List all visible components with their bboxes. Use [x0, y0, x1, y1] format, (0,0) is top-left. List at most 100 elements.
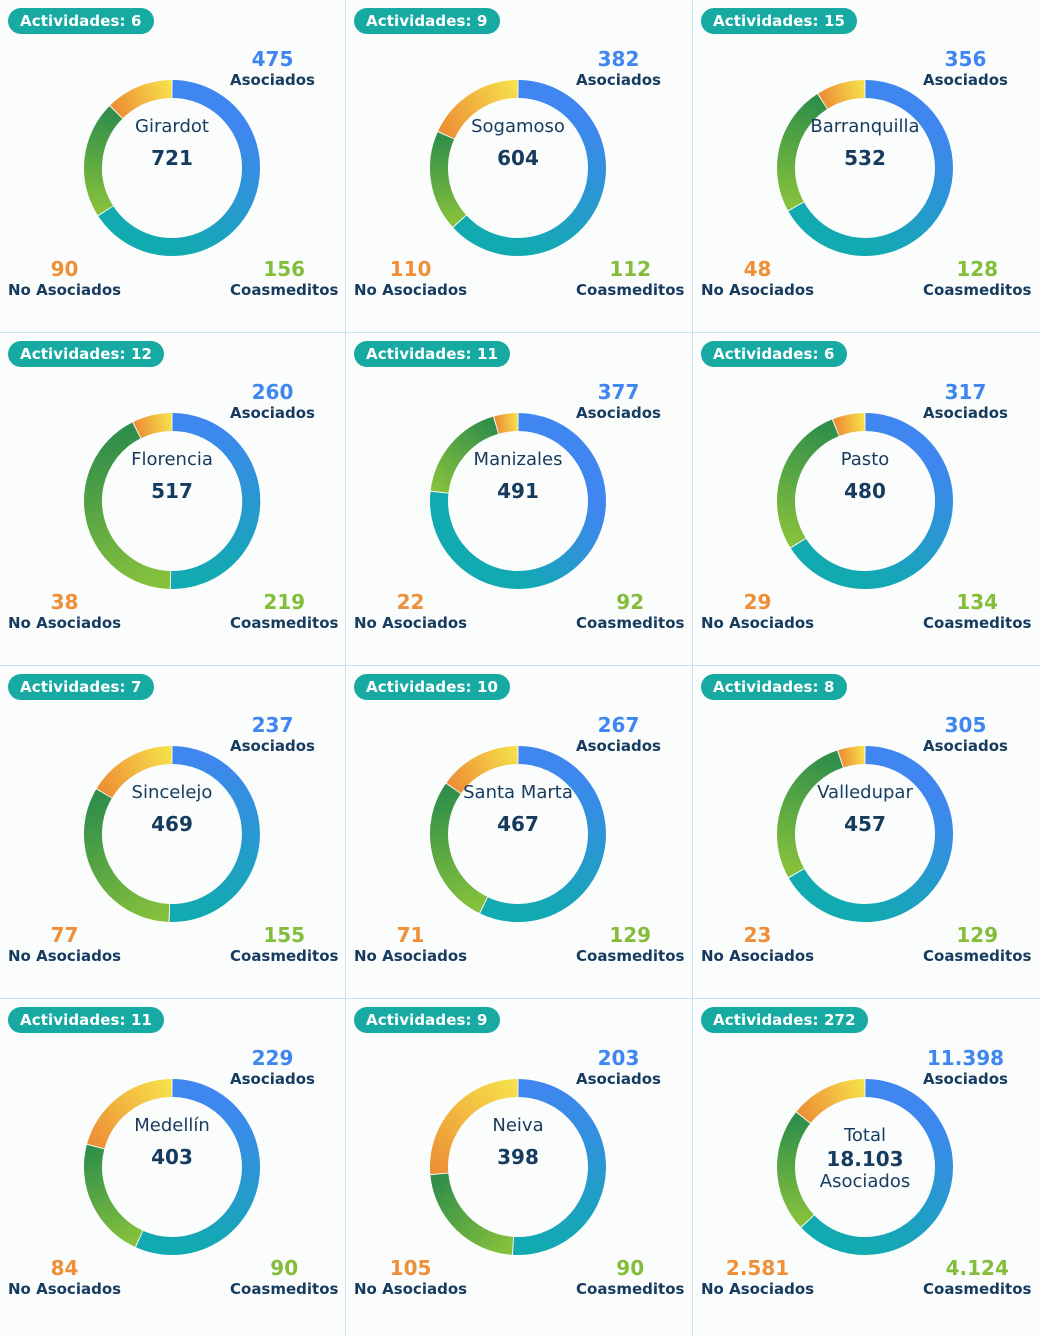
activities-badge: Actividades: 15 [701, 8, 858, 34]
no-asociados-text: No Asociados [8, 1280, 122, 1298]
no-asociados-text: No Asociados [354, 1280, 468, 1298]
donut-segment-asociados [788, 80, 953, 256]
activities-badge: Actividades: 11 [8, 1007, 165, 1033]
donut-segment-asociados [801, 1079, 953, 1255]
asociados-value: 377 [597, 380, 640, 404]
coasmeditos-text: Coasmeditos [923, 1280, 1032, 1298]
donut-segment-no-asociados [832, 413, 865, 436]
asociados-text: Asociados [576, 737, 661, 755]
coasmeditos-value: 92 [616, 590, 645, 614]
donut-center: Pasto 480 [765, 448, 965, 504]
asociados-text: Asociados [230, 404, 315, 422]
coasmeditos-label: 155 Coasmeditos [230, 924, 338, 966]
coasmeditos-value: 4.124 [945, 1256, 1009, 1280]
total-subtitle: Asociados [819, 1171, 911, 1192]
no-asociados-value: 84 [50, 1256, 79, 1280]
no-asociados-text: No Asociados [8, 947, 122, 965]
donut-segment-coasmeditos [84, 789, 170, 922]
donut-center: Florencia 517 [72, 448, 272, 504]
asociados-label: 305 Asociados [923, 714, 1008, 756]
no-asociados-label: 48 No Asociados [701, 258, 814, 300]
no-asociados-value: 77 [50, 923, 79, 947]
coasmeditos-text: Coasmeditos [230, 1280, 339, 1298]
city-total: 604 [497, 146, 539, 170]
chart-cell-2: Actividades: 15 Barranquilla 532 356 Asociad… [693, 0, 1040, 333]
asociados-value: 317 [944, 380, 987, 404]
chart-cell-6: Actividades: 7 Sincelejo 469 237 Asociados 77… [0, 666, 346, 999]
donut-segment-asociados [788, 746, 953, 922]
no-asociados-text: No Asociados [701, 281, 815, 299]
coasmeditos-value: 156 [263, 257, 306, 281]
donut-chart [777, 413, 953, 589]
coasmeditos-label: 134 Coasmeditos [923, 591, 1031, 633]
coasmeditos-label: 92 Coasmeditos [576, 591, 684, 633]
donut-chart [84, 413, 261, 589]
donut-chart [777, 80, 953, 256]
chart-cell-4: Actividades: 11 Manizales 491 377 Asociados 2… [346, 333, 693, 666]
donut-segment-coasmeditos [777, 750, 844, 878]
city-name: Sogamoso [471, 116, 565, 137]
no-asociados-label: 110 No Asociados [354, 258, 467, 300]
asociados-text: Asociados [923, 737, 1008, 755]
activities-badge: Actividades: 11 [354, 341, 511, 367]
donut-segment-no-asociados [96, 746, 172, 798]
coasmeditos-label: 4.124 Coasmeditos [923, 1257, 1031, 1299]
donut-segment-no-asociados [494, 413, 518, 434]
asociados-text: Asociados [576, 404, 661, 422]
donut-segment-asociados [790, 413, 953, 589]
asociados-text: Asociados [923, 404, 1008, 422]
donut-segment-no-asociados [796, 1079, 865, 1124]
no-asociados-label: 90 No Asociados [8, 258, 121, 300]
city-name: Neiva [492, 1115, 544, 1136]
chart-cell-3: Actividades: 12 Florencia 517 260 Asociados 3… [0, 333, 346, 666]
chart-cell-5: Actividades: 6 Pasto 480 317 Asociados 29 No A… [693, 333, 1040, 666]
activities-badge: Actividades: 12 [8, 341, 165, 367]
no-asociados-value: 48 [743, 257, 772, 281]
coasmeditos-label: 90 Coasmeditos [576, 1257, 684, 1299]
no-asociados-label: 105 No Asociados [354, 1257, 467, 1299]
no-asociados-label: 29 No Asociados [701, 591, 814, 633]
donut-segment-no-asociados [430, 1079, 518, 1175]
no-asociados-value: 110 [389, 257, 432, 281]
asociados-label: 267 Asociados [576, 714, 661, 756]
city-total: 398 [497, 1145, 539, 1169]
donut-segment-no-asociados [438, 80, 518, 139]
city-name: Pasto [840, 449, 890, 470]
coasmeditos-value: 129 [956, 923, 999, 947]
asociados-value: 356 [944, 47, 987, 71]
city-name: Sincelejo [131, 782, 213, 803]
activities-badge: Actividades: 272 [701, 1007, 868, 1033]
donut-segment-coasmeditos [84, 422, 171, 589]
donut-center: Total 18.103 Asociados [765, 1125, 965, 1193]
donut-center: Valledupar 457 [765, 781, 965, 837]
asociados-label: 260 Asociados [230, 381, 315, 423]
donut-chart [84, 80, 260, 256]
donut-segment-coasmeditos [777, 1112, 814, 1228]
chart-cell-11: Actividades: 272 Total 18.103 Asociados 11.3… [693, 999, 1040, 1336]
asociados-value: 305 [944, 713, 987, 737]
no-asociados-text: No Asociados [8, 281, 122, 299]
activities-badge: Actividades: 7 [8, 674, 154, 700]
no-asociados-label: 23 No Asociados [701, 924, 814, 966]
donut-segment-coasmeditos [430, 783, 488, 913]
donut-chart [430, 80, 606, 256]
donut-segment-asociados [169, 746, 260, 922]
city-name: Barranquilla [810, 116, 920, 137]
chart-cell-8: Actividades: 8 Valledupar 457 305 Asociados 2… [693, 666, 1040, 999]
asociados-value: 11.398 [926, 1046, 1005, 1070]
donut-segment-no-asociados [818, 80, 865, 109]
asociados-text: Asociados [230, 71, 315, 89]
chart-cell-1: Actividades: 9 Sogamoso 604 382 Asociados 110… [346, 0, 693, 333]
coasmeditos-text: Coasmeditos [923, 281, 1032, 299]
donut-segment-coasmeditos [430, 1173, 514, 1255]
coasmeditos-label: 128 Coasmeditos [923, 258, 1031, 300]
no-asociados-text: No Asociados [354, 281, 468, 299]
city-name: Total [843, 1125, 887, 1146]
donut-segment-asociados [453, 80, 606, 256]
city-name: Florencia [131, 449, 213, 470]
asociados-text: Asociados [576, 1070, 661, 1088]
no-asociados-label: 71 No Asociados [354, 924, 467, 966]
donut-segment-asociados [512, 1079, 606, 1255]
city-total: 469 [151, 812, 193, 836]
donut-chart [430, 1079, 606, 1255]
